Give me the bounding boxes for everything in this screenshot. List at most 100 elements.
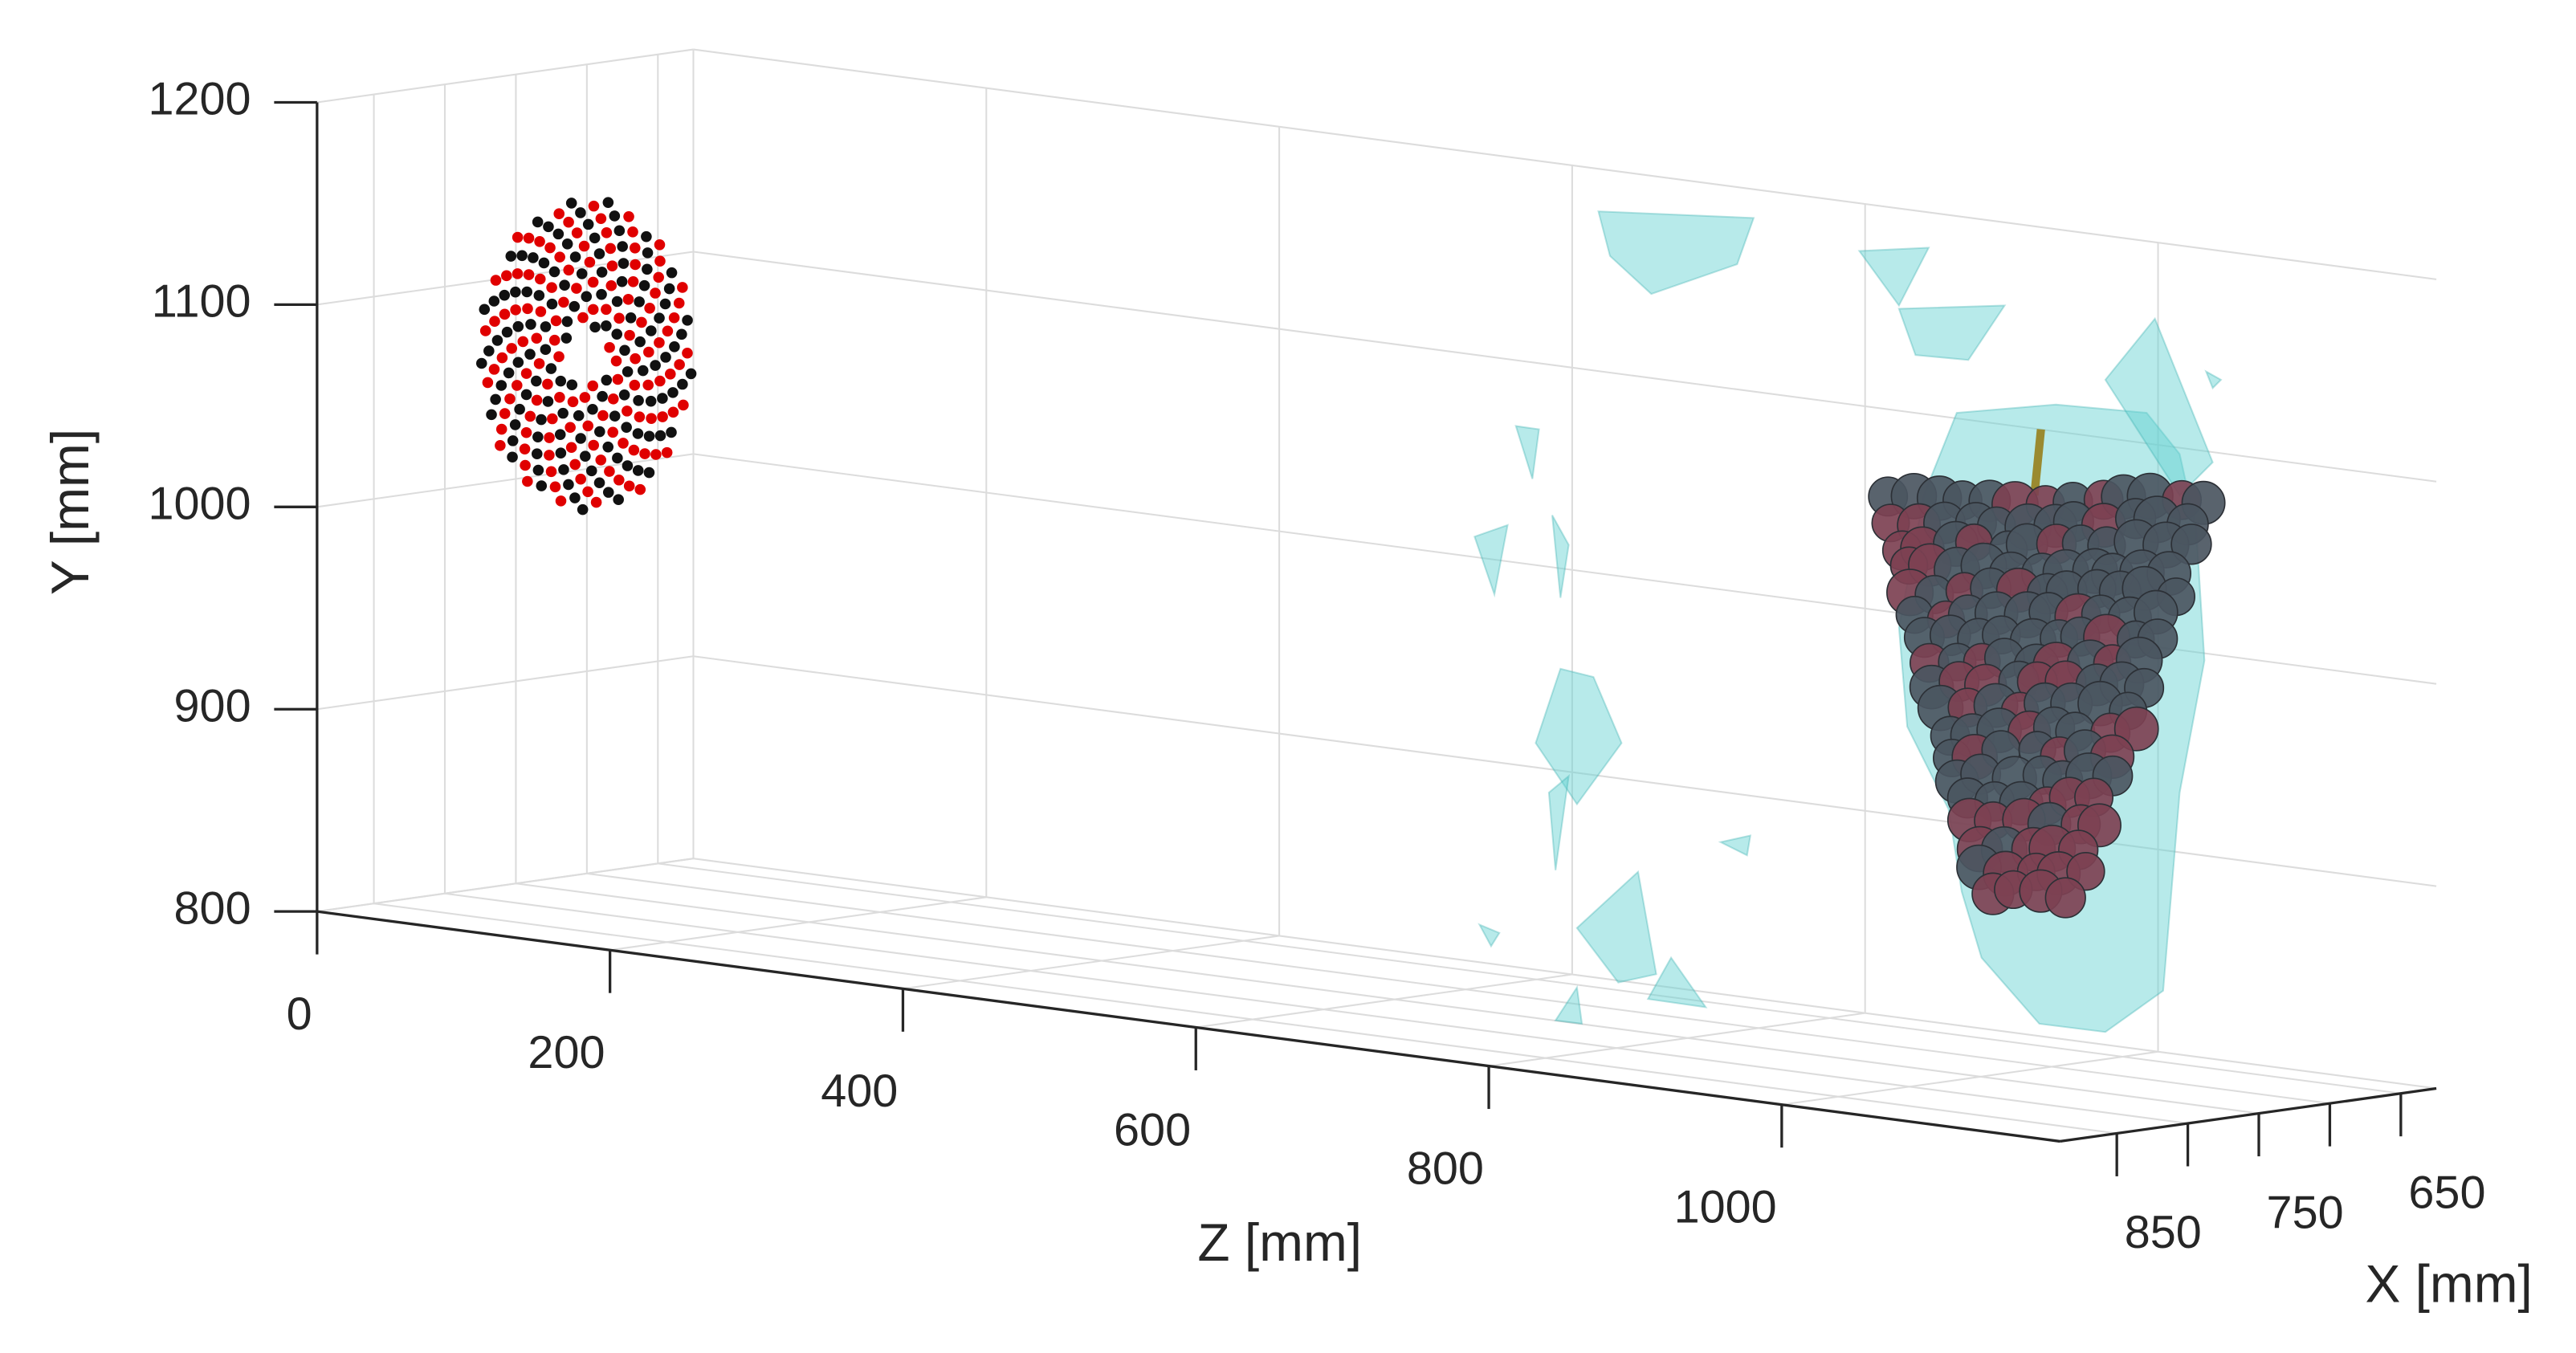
- array-dot: [488, 364, 500, 375]
- array-dot: [566, 379, 578, 391]
- array-dot: [561, 238, 573, 250]
- array-dot: [532, 216, 544, 228]
- array-dot: [632, 465, 644, 476]
- array-dot: [516, 250, 528, 262]
- array-dot: [558, 464, 569, 475]
- array-dot: [501, 326, 513, 338]
- array-dot: [678, 399, 689, 411]
- array-dot: [666, 267, 678, 279]
- grid-line: [1781, 1050, 2158, 1106]
- reconstruction-blob: [1646, 956, 1708, 1009]
- array-dot: [604, 341, 615, 353]
- z-tick-label: 800: [1407, 1143, 1484, 1194]
- array-dot: [618, 258, 630, 269]
- grape: [2170, 524, 2212, 565]
- reconstruction-blob: [1597, 210, 1755, 295]
- grid-line: [316, 858, 694, 913]
- array-dot: [602, 487, 614, 498]
- array-dot: [625, 312, 637, 324]
- grid-line: [658, 862, 2401, 1094]
- array-dot: [534, 273, 546, 285]
- array-dot: [642, 247, 654, 259]
- array-dot: [506, 343, 518, 354]
- grid-line: [609, 896, 987, 952]
- array-dot: [532, 448, 543, 459]
- array-dot: [561, 316, 573, 328]
- array-dot: [577, 312, 589, 324]
- axes: 800 900 1000 1100 1200 0 200 400 600 800 1000 650 75…: [149, 74, 2486, 1258]
- array-dot: [520, 426, 532, 438]
- array-dot: [504, 393, 516, 405]
- array-dot: [573, 410, 585, 422]
- array-dot: [669, 341, 680, 353]
- array-dot: [674, 359, 685, 370]
- array-dot: [659, 298, 671, 310]
- array-dot: [636, 316, 647, 328]
- array-dot: [667, 406, 679, 418]
- array-dot: [496, 352, 508, 364]
- array-dot: [643, 430, 655, 442]
- array-dot: [555, 447, 567, 459]
- array-dot: [524, 348, 536, 360]
- array-dot: [505, 251, 517, 262]
- array-dot: [593, 477, 605, 489]
- array-dot: [544, 450, 555, 461]
- array-dot: [605, 242, 617, 255]
- array-dot: [627, 226, 638, 238]
- array-dot: [613, 312, 625, 324]
- array-dot: [632, 428, 644, 439]
- reconstruction-blob: [1554, 984, 1584, 1025]
- reconstruction-blob: [1718, 834, 1752, 857]
- array-dot: [611, 328, 623, 340]
- array-dot: [544, 432, 555, 443]
- scene: [475, 197, 2226, 1033]
- array-dot: [624, 329, 635, 341]
- array-dot: [520, 368, 532, 379]
- array-dot: [563, 216, 574, 228]
- array-dot: [507, 435, 519, 446]
- array-dot: [628, 444, 640, 456]
- array-dot: [576, 268, 588, 279]
- array-dot: [548, 334, 560, 346]
- array-dot: [490, 393, 501, 405]
- array-dot: [495, 440, 506, 451]
- array-dot: [677, 282, 688, 293]
- array-dot: [597, 410, 609, 422]
- reconstruction-blob: [1535, 667, 1623, 806]
- grid-line: [586, 872, 2330, 1105]
- array-dot: [579, 392, 591, 403]
- reconstruction-blob: [1478, 923, 1501, 948]
- array-dot: [641, 230, 652, 242]
- array-dot: [637, 365, 649, 377]
- array-dot: [532, 431, 544, 442]
- x-tick-label: 650: [2408, 1167, 2485, 1218]
- array-dot: [661, 446, 673, 458]
- array-dot: [609, 410, 621, 422]
- array-dot: [491, 335, 503, 346]
- array-dot: [654, 312, 665, 324]
- array-dot: [580, 450, 591, 462]
- x-axis: [2060, 1086, 2437, 1143]
- array-dot: [613, 225, 626, 237]
- reconstruction-blob: [2204, 369, 2223, 390]
- array-dot: [609, 210, 621, 222]
- array-dot: [596, 288, 607, 300]
- grid-line: [373, 903, 2117, 1135]
- array-dot: [634, 296, 645, 308]
- reconstruction-blob: [1547, 774, 1570, 870]
- array-dot: [622, 294, 634, 305]
- y-tick-label: 800: [174, 882, 251, 934]
- array-dot: [582, 218, 594, 230]
- array-dot: [499, 308, 511, 320]
- array-dot: [601, 227, 613, 238]
- array-dot: [575, 207, 586, 218]
- grid-line: [316, 655, 694, 711]
- array-dot: [644, 303, 655, 314]
- array-dot: [547, 413, 558, 425]
- array-dot: [596, 267, 608, 278]
- array-dot: [531, 332, 543, 344]
- array-dot: [630, 259, 641, 271]
- array-dot: [544, 242, 556, 254]
- array-dot: [595, 454, 607, 466]
